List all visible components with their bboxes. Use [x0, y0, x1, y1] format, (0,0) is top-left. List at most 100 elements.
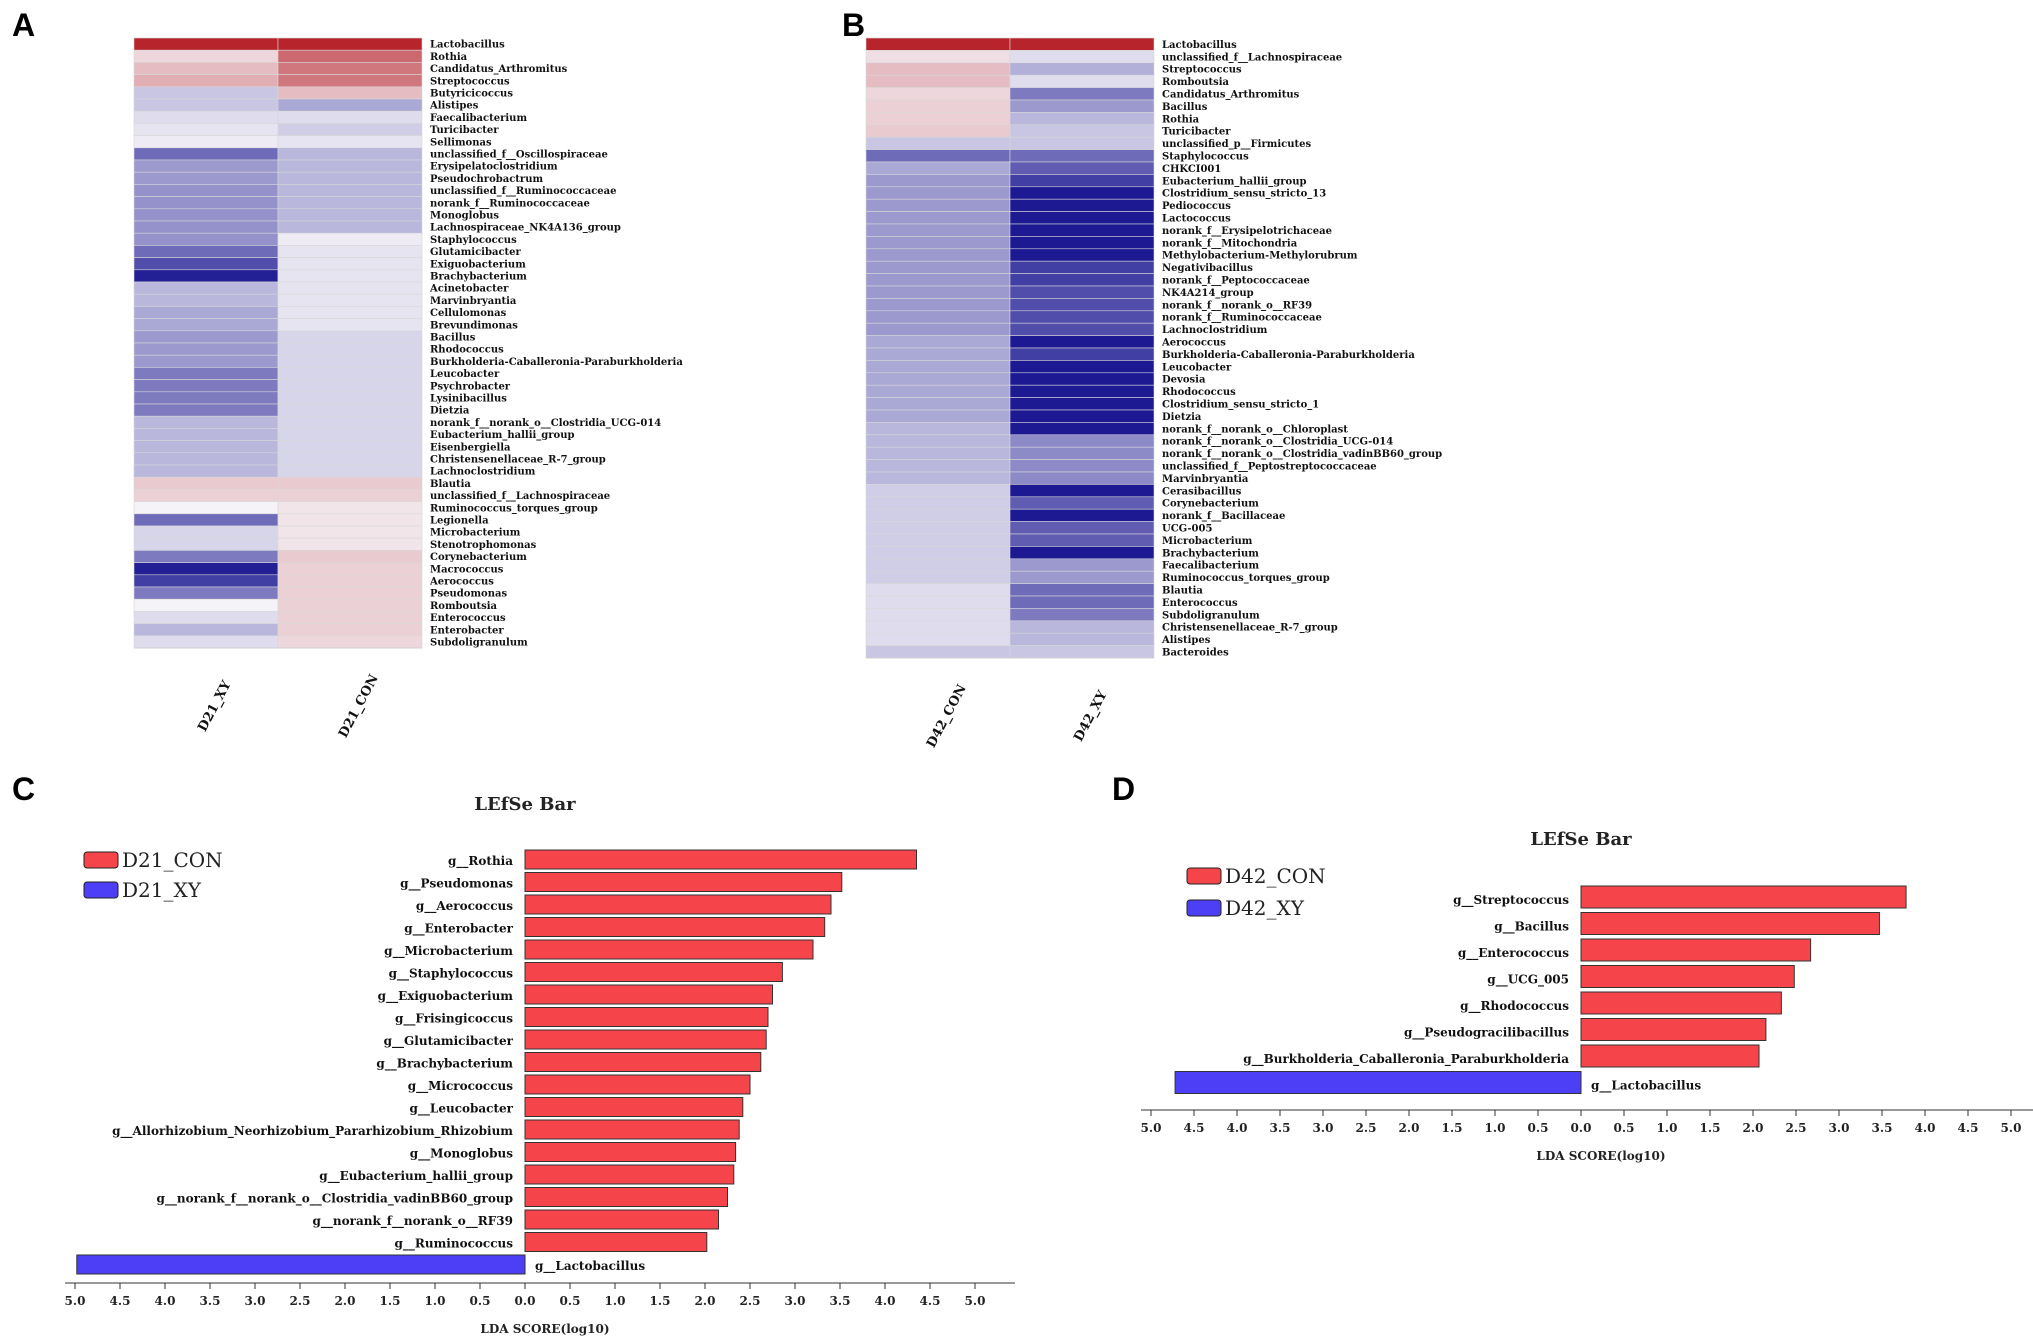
- heatmap-a-cell: [277, 49, 423, 63]
- heatmap-b-row-label: unclassified_p__Firmicutes: [1162, 139, 1311, 150]
- heatmap-a-row-label: Acinetobacter: [429, 284, 509, 295]
- heatmap-a-cell: [277, 232, 423, 246]
- heatmap-a-row-label: Staphylococcus: [430, 235, 517, 246]
- heatmap-a-cell: [133, 598, 279, 612]
- heatmap-a-cell: [133, 586, 279, 600]
- heatmap-a-cell: [277, 123, 423, 136]
- heatmap-a-row-label: Bacillus: [430, 333, 476, 344]
- chart-title: LEfSe Bar: [474, 794, 576, 815]
- x-tick-label: 5.0: [2001, 1121, 2022, 1135]
- heatmap-a-row-label: Marvinbryantia: [430, 296, 517, 307]
- heatmap-b-cell: [1009, 124, 1155, 138]
- heatmap-a-cell: [277, 147, 423, 161]
- bar: [524, 1142, 737, 1162]
- heatmap-b-cell: [865, 174, 1011, 188]
- heatmap-a-cell: [277, 135, 423, 149]
- heatmap-a-cell: [133, 537, 279, 551]
- heatmap-b-row-label: Negativibacillus: [1162, 263, 1253, 274]
- heatmap-b-cell: [865, 298, 1011, 312]
- legend-label: D42_XY: [1225, 896, 1305, 920]
- heatmap-a-cell: [133, 464, 279, 478]
- legend-label: D21_XY: [122, 878, 202, 902]
- heatmap-b-cell: [865, 546, 1011, 560]
- heatmap-b-row-label: norank_f__Mitochondria: [1162, 238, 1298, 249]
- heatmap-a-cell: [133, 171, 279, 185]
- heatmap-b-row-label: Corynebacterium: [1162, 499, 1259, 510]
- heatmap-b-cell: [1009, 198, 1155, 212]
- heatmap-b-row-label: Methylobacterium-Methylorubrum: [1162, 251, 1358, 262]
- heatmap-a-cell: [133, 513, 279, 527]
- heatmap-a-row-label: Monoglobus: [430, 211, 499, 222]
- heatmap-b-column-label: D42_XY: [1071, 688, 1111, 744]
- heatmap-a-cell: [277, 428, 423, 441]
- chart-title: LEfSe Bar: [1530, 829, 1632, 850]
- bar-label: g__Burkholderia_Caballeronia_Paraburkhol…: [1243, 1052, 1569, 1067]
- heatmap-b-cell: [865, 484, 1011, 498]
- heatmap-b-cell: [1009, 285, 1155, 299]
- heatmap-b-row-label: Subdoligranulum: [1162, 610, 1260, 621]
- heatmap-a-row-label: Burkholderia-Caballeronia-Paraburkholder…: [430, 357, 683, 368]
- heatmap-a-row-label: Rothia: [430, 52, 468, 63]
- heatmap-a-cell: [133, 501, 279, 515]
- heatmap-a-row-label: Aerococcus: [429, 577, 494, 588]
- heatmap-a-cell: [133, 245, 279, 258]
- bar: [1174, 1071, 1582, 1094]
- x-tick-label: 5.0: [965, 1294, 986, 1308]
- bar-label: g__Rhodococcus: [1460, 999, 1569, 1014]
- heatmap-a-row-label: Streptococcus: [430, 76, 510, 87]
- x-tick-label: 2.0: [1399, 1121, 1420, 1135]
- bar: [524, 872, 843, 892]
- bar: [1580, 1018, 1767, 1041]
- heatmap-a-cell: [133, 62, 279, 75]
- heatmap-a-cell: [277, 257, 423, 271]
- heatmap-a-row-label: Corynebacterium: [430, 552, 527, 563]
- heatmap-b-cell: [1009, 99, 1155, 113]
- x-tick-label: 0.0: [1571, 1121, 1592, 1135]
- heatmap-a-cell: [133, 208, 279, 222]
- x-tick-label: 1.0: [425, 1294, 446, 1308]
- heatmap-a-cell: [133, 135, 279, 149]
- heatmap-a-row-label: Eisenbergiella: [430, 442, 511, 453]
- heatmap-b-cell: [865, 50, 1011, 64]
- heatmap-a-row-label: Enterococcus: [430, 613, 506, 624]
- heatmap-a-cell: [277, 586, 423, 600]
- heatmap-b-cell: [865, 74, 1011, 88]
- bar: [524, 1164, 735, 1185]
- heatmap-b-cell: [1009, 471, 1155, 485]
- bar-label: g__Pseudomonas: [400, 877, 513, 892]
- bar: [1580, 912, 1880, 935]
- bar-label: g__Ruminococcus: [395, 1237, 514, 1252]
- heatmap-a-cell: [277, 110, 423, 124]
- legend-swatch: [1186, 899, 1222, 917]
- bar-label: g__Enterobacter: [404, 922, 513, 937]
- x-tick-label: 3.5: [830, 1294, 851, 1308]
- heatmap-b-cell: [865, 409, 1011, 423]
- heatmap-b-row-label: Microbacterium: [1162, 536, 1253, 547]
- x-tick-label: 4.5: [110, 1294, 131, 1308]
- heatmap-a-cell: [277, 391, 423, 405]
- heatmap-a-row-label: Psychrobacter: [430, 381, 511, 392]
- heatmap-b-cell: [1009, 595, 1155, 609]
- heatmap-b-row-label: Devosia: [1162, 375, 1206, 386]
- heatmap-a-cell: [277, 37, 423, 51]
- heatmap-b-cell: [865, 285, 1011, 299]
- bar-label: g__Streptococcus: [1453, 893, 1569, 908]
- heatmap-b-cell: [1009, 384, 1155, 398]
- heatmap-b-row-label: Candidatus_Arthromitus: [1162, 90, 1300, 101]
- heatmap-b-cell: [1009, 459, 1155, 473]
- heatmap-b-row-label: Enterococcus: [1162, 598, 1238, 609]
- heatmap-a-cell: [277, 86, 423, 100]
- heatmap-b-cell: [1009, 223, 1155, 237]
- heatmap-a-row-label: Rhodococcus: [430, 345, 504, 356]
- heatmap-b-cell: [1009, 608, 1155, 622]
- heatmap-b-cell: [865, 112, 1011, 126]
- heatmap-b-row-label: norank_f__norank_o__Clostridia_UCG-014: [1162, 437, 1393, 448]
- heatmap-a-cell: [277, 159, 423, 173]
- bar: [1580, 1044, 1760, 1068]
- heatmap-b-cell: [865, 496, 1011, 510]
- bar: [524, 1052, 762, 1072]
- x-tick-label: 3.5: [200, 1294, 221, 1308]
- heatmap-b-cell: [1009, 186, 1155, 200]
- bar-label: g__norank_f__norank_o__RF39: [313, 1214, 513, 1229]
